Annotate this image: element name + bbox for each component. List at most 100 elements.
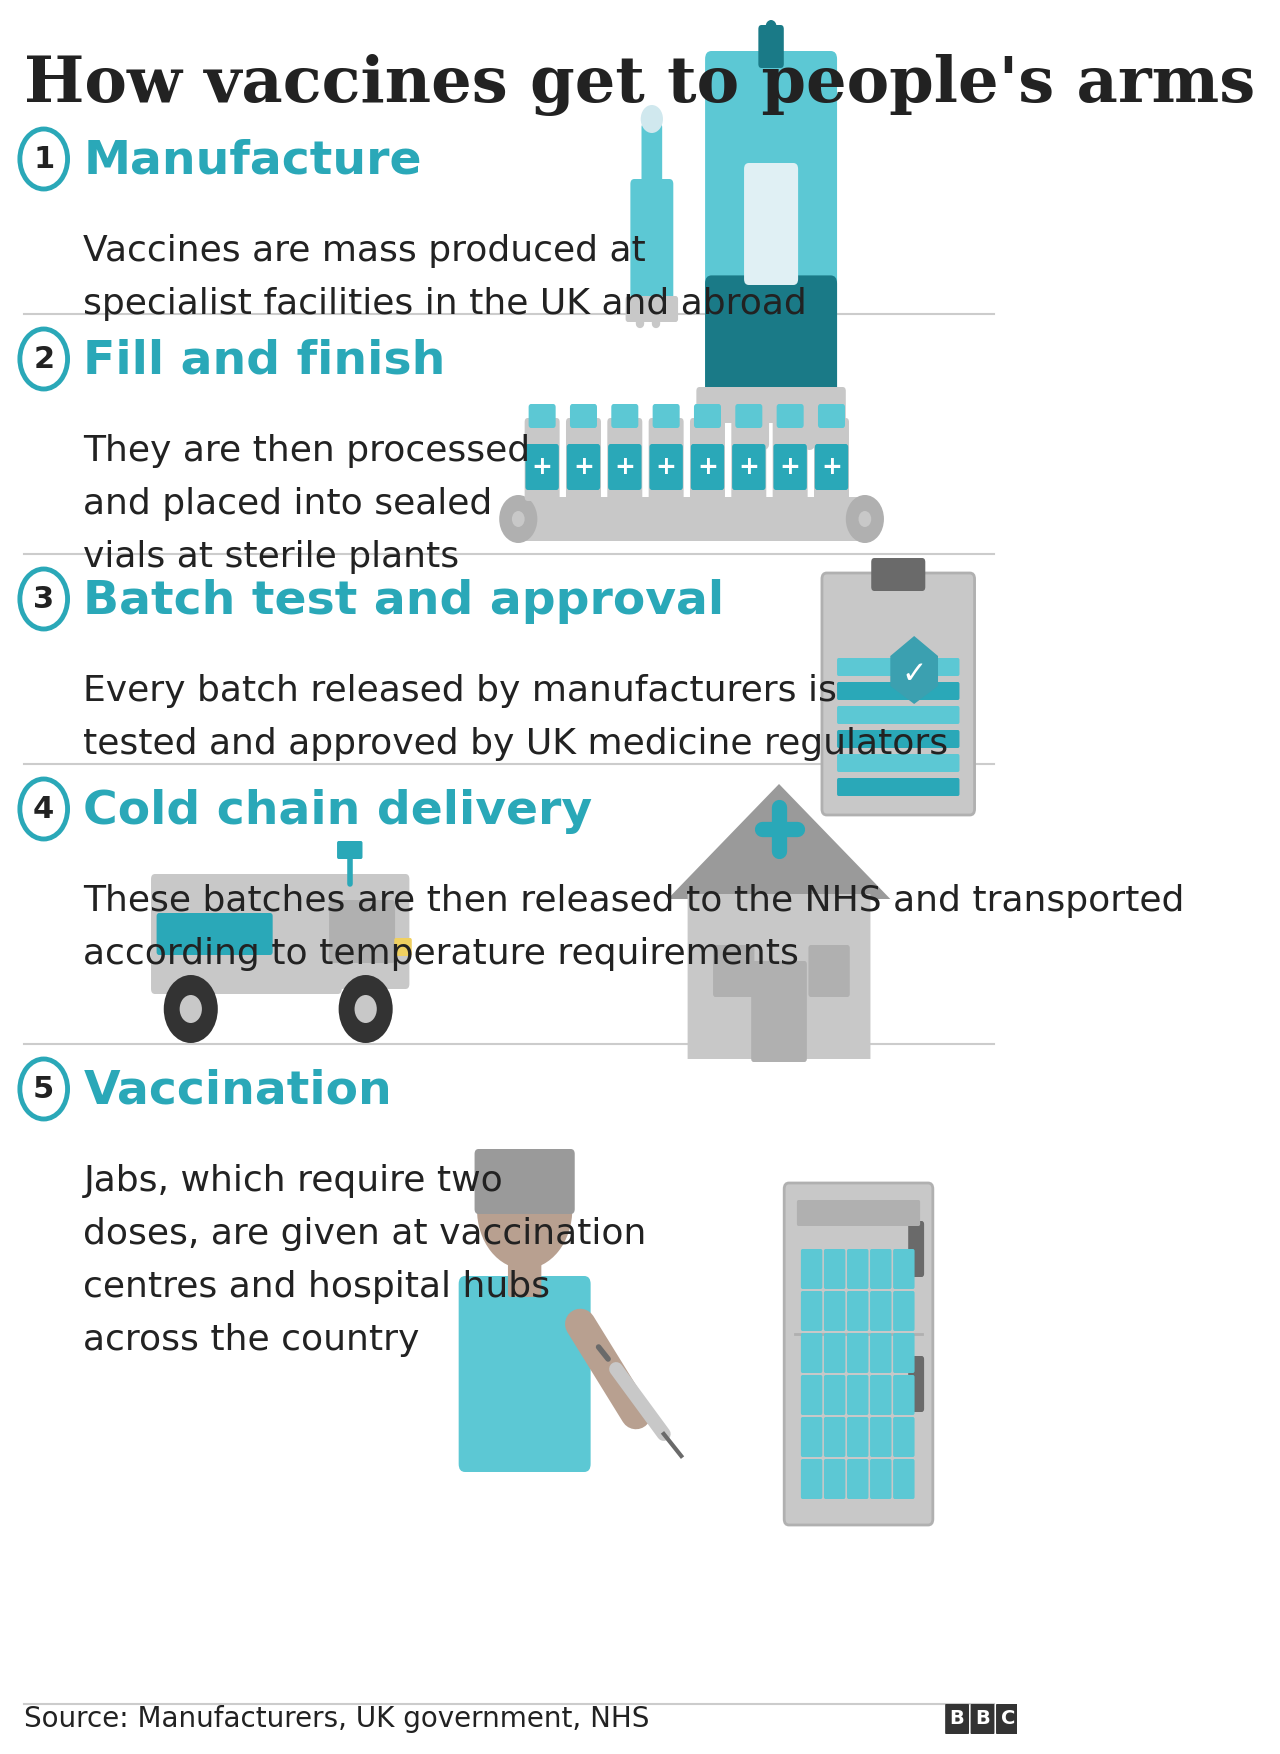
FancyBboxPatch shape [837, 754, 960, 772]
Text: 3: 3 [33, 584, 54, 614]
FancyBboxPatch shape [744, 163, 799, 284]
FancyBboxPatch shape [809, 945, 850, 996]
FancyBboxPatch shape [785, 1182, 933, 1524]
Polygon shape [891, 637, 938, 703]
Text: ✓: ✓ [901, 660, 927, 689]
Text: B: B [950, 1710, 964, 1728]
FancyBboxPatch shape [567, 444, 600, 489]
FancyBboxPatch shape [735, 403, 763, 428]
FancyBboxPatch shape [797, 1200, 920, 1226]
Text: +: + [573, 454, 594, 479]
FancyBboxPatch shape [847, 1375, 868, 1415]
Text: +: + [531, 454, 553, 479]
Text: 1: 1 [33, 144, 54, 174]
FancyBboxPatch shape [705, 51, 837, 396]
FancyBboxPatch shape [970, 1703, 995, 1735]
FancyBboxPatch shape [847, 1333, 868, 1373]
FancyBboxPatch shape [801, 1459, 822, 1500]
FancyBboxPatch shape [847, 1417, 868, 1458]
FancyBboxPatch shape [694, 403, 721, 428]
Text: Batch test and approval: Batch test and approval [83, 579, 724, 624]
Text: +: + [614, 454, 635, 479]
Text: +: + [698, 454, 718, 479]
FancyBboxPatch shape [801, 1249, 822, 1289]
Circle shape [179, 995, 202, 1023]
FancyBboxPatch shape [818, 403, 845, 428]
Text: +: + [780, 454, 800, 479]
Text: B: B [975, 1710, 989, 1728]
Text: C: C [1001, 1710, 1015, 1728]
FancyBboxPatch shape [837, 707, 960, 724]
FancyBboxPatch shape [837, 730, 960, 747]
FancyBboxPatch shape [872, 558, 925, 591]
Circle shape [765, 19, 777, 33]
FancyBboxPatch shape [801, 1291, 822, 1331]
FancyBboxPatch shape [870, 1333, 891, 1373]
FancyBboxPatch shape [649, 417, 684, 502]
Text: Manufacture: Manufacture [83, 139, 422, 184]
FancyBboxPatch shape [945, 1703, 969, 1735]
FancyBboxPatch shape [870, 1375, 891, 1415]
FancyBboxPatch shape [773, 444, 806, 489]
FancyBboxPatch shape [893, 1417, 914, 1458]
FancyBboxPatch shape [649, 444, 682, 489]
FancyBboxPatch shape [570, 403, 596, 428]
FancyBboxPatch shape [337, 840, 362, 859]
FancyBboxPatch shape [837, 658, 960, 675]
FancyBboxPatch shape [824, 1249, 845, 1289]
FancyBboxPatch shape [529, 403, 556, 428]
FancyBboxPatch shape [909, 1356, 924, 1412]
FancyBboxPatch shape [518, 496, 865, 540]
FancyBboxPatch shape [156, 914, 273, 954]
FancyBboxPatch shape [893, 1291, 914, 1331]
Text: Jabs, which require two
doses, are given at vaccination
centres and hospital hub: Jabs, which require two doses, are given… [83, 1165, 646, 1356]
Text: Source: Manufacturers, UK government, NHS: Source: Manufacturers, UK government, NH… [24, 1705, 649, 1733]
FancyBboxPatch shape [847, 1291, 868, 1331]
FancyBboxPatch shape [713, 945, 754, 996]
FancyBboxPatch shape [909, 1221, 924, 1277]
Text: Cold chain delivery: Cold chain delivery [83, 789, 593, 833]
Text: Fill and finish: Fill and finish [83, 339, 445, 384]
Text: Every batch released by manufacturers is
tested and approved by UK medicine regu: Every batch released by manufacturers is… [83, 674, 948, 761]
FancyBboxPatch shape [687, 895, 870, 1059]
Polygon shape [668, 784, 891, 900]
Text: Vaccines are mass produced at
specialist facilities in the UK and abroad: Vaccines are mass produced at specialist… [83, 233, 808, 321]
FancyBboxPatch shape [705, 275, 837, 396]
FancyBboxPatch shape [893, 1459, 914, 1500]
FancyBboxPatch shape [458, 1275, 590, 1472]
Circle shape [859, 510, 872, 526]
FancyBboxPatch shape [773, 417, 808, 502]
Text: They are then processed
and placed into sealed
vials at sterile plants: They are then processed and placed into … [83, 433, 531, 574]
FancyBboxPatch shape [824, 1291, 845, 1331]
FancyBboxPatch shape [525, 417, 559, 502]
FancyBboxPatch shape [870, 1291, 891, 1331]
Text: 2: 2 [33, 344, 54, 374]
Circle shape [641, 105, 663, 133]
FancyBboxPatch shape [691, 444, 724, 489]
FancyBboxPatch shape [822, 574, 974, 816]
FancyBboxPatch shape [870, 1459, 891, 1500]
FancyBboxPatch shape [814, 417, 849, 502]
FancyBboxPatch shape [847, 1459, 868, 1500]
FancyBboxPatch shape [608, 444, 641, 489]
FancyBboxPatch shape [870, 1249, 891, 1289]
FancyBboxPatch shape [641, 125, 662, 184]
FancyBboxPatch shape [323, 873, 410, 989]
FancyBboxPatch shape [475, 1149, 575, 1214]
Text: 4: 4 [33, 795, 54, 823]
FancyBboxPatch shape [732, 444, 765, 489]
Circle shape [339, 975, 393, 1044]
FancyBboxPatch shape [394, 938, 412, 956]
FancyBboxPatch shape [893, 1249, 914, 1289]
Text: How vaccines get to people's arms: How vaccines get to people's arms [24, 54, 1256, 116]
FancyBboxPatch shape [824, 1417, 845, 1458]
FancyBboxPatch shape [893, 1333, 914, 1373]
FancyBboxPatch shape [870, 1417, 891, 1458]
FancyBboxPatch shape [777, 403, 804, 428]
FancyBboxPatch shape [824, 1459, 845, 1500]
FancyBboxPatch shape [612, 403, 639, 428]
FancyBboxPatch shape [758, 25, 783, 68]
FancyBboxPatch shape [893, 1375, 914, 1415]
Text: +: + [820, 454, 842, 479]
Text: 5: 5 [33, 1075, 54, 1103]
